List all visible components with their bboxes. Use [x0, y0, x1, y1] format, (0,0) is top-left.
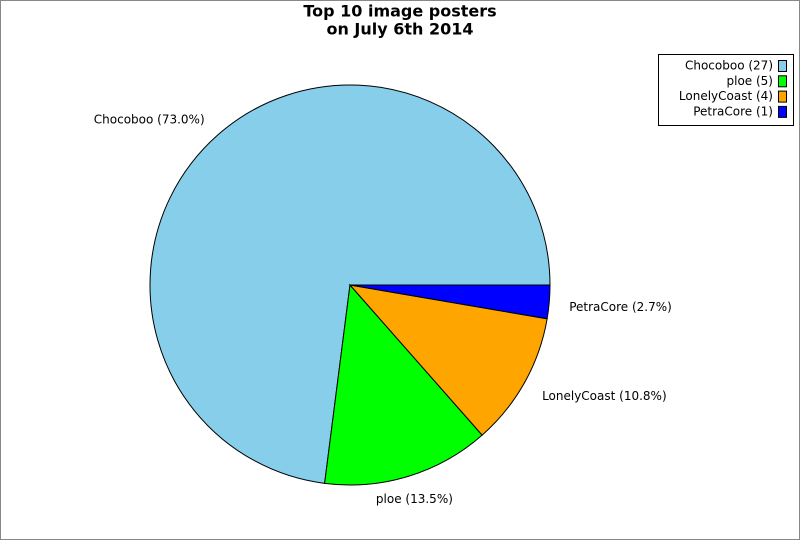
- slice-label: ploe (13.5%): [376, 492, 453, 506]
- legend-label: PetraCore (1): [693, 104, 773, 118]
- pie-slice: [349, 284, 551, 320]
- legend-label: Chocoboo (27): [685, 59, 773, 73]
- chart-title: Top 10 image posters: [303, 2, 496, 21]
- legend-swatch: [778, 60, 787, 72]
- legend-swatch: [778, 105, 787, 118]
- pie-slice: [149, 84, 551, 484]
- legend-box: [658, 54, 794, 126]
- slice-label: PetraCore (2.7%): [569, 300, 672, 314]
- legend-label: ploe (5): [727, 74, 774, 88]
- chart-title: on July 6th 2014: [326, 20, 473, 39]
- pie-slice: [348, 284, 548, 436]
- legend-swatch: [778, 90, 787, 103]
- legend-swatch: [778, 75, 787, 88]
- legend-label: LonelyCoast (4): [679, 89, 773, 103]
- pie-slice: [324, 283, 483, 486]
- slice-label: Chocoboo (73.0%): [94, 112, 205, 126]
- slice-label: LonelyCoast (10.8%): [542, 389, 667, 403]
